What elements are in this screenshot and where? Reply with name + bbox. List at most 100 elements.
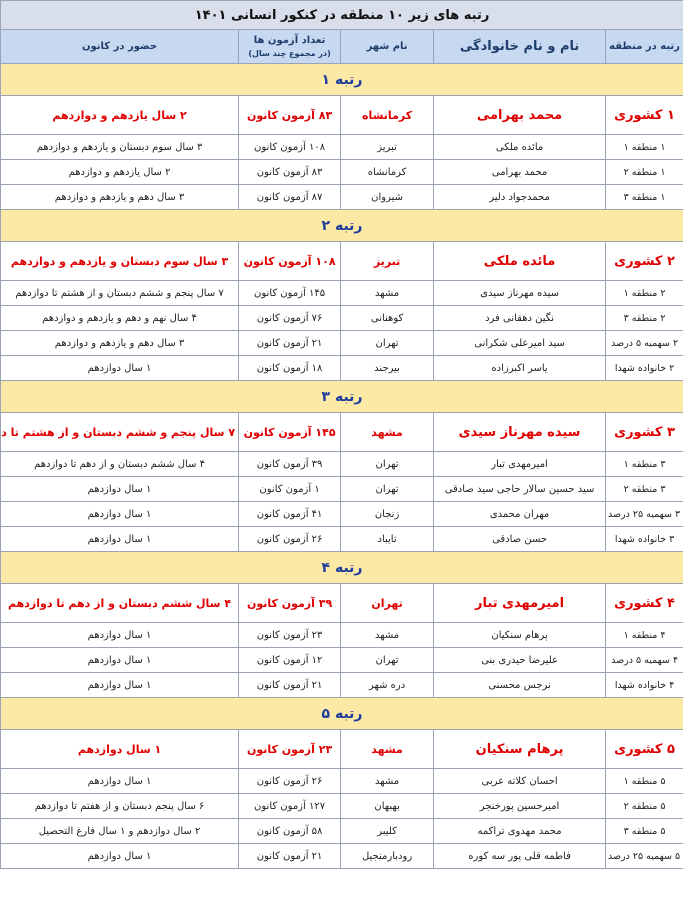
national-row: ۵ کشوری پرهام سنکیان مشهد ۲۳ آزمون کانون ۱ س… <box>0 729 683 769</box>
rank-cell: ۳ خانواده شهدا <box>605 526 683 552</box>
row: ۳ خانواده شهدا حسن صادقی تایباد ۲۶ آزمون کا… <box>0 526 683 552</box>
name-cell: سیده مهرناز سیدی <box>433 412 607 452</box>
title: رتبه های زیر ۱۰ منطقه در کنکور انسانی ۱۴… <box>0 0 683 30</box>
section-row: رتبه ۲ <box>0 209 683 242</box>
city-cell: تهران <box>340 476 435 502</box>
exams-cell: ۱۴۵ آزمون کانون <box>238 412 342 452</box>
section-label: رتبه ۵ <box>0 697 683 730</box>
rank-cell: ۴ سهمیه ۵ درصد <box>605 647 683 673</box>
exams-cell: ۲۱ آزمون کانون <box>238 672 342 698</box>
national-row: ۳ کشوری سیده مهرناز سیدی مشهد ۱۴۵ آزمون کان… <box>0 412 683 452</box>
attendance-cell: ۱ سال دوازدهم <box>0 622 240 648</box>
rank-table: رتبه های زیر ۱۰ منطقه در کنکور انسانی ۱۴… <box>0 0 683 869</box>
row: ۵ منطقه ۲ امیرحسین پورخنجر بهبهان ۱۲۷ آزمون… <box>0 793 683 819</box>
exams-cell: ۱ آزمون کانون <box>238 476 342 502</box>
section-label: رتبه ۱ <box>0 63 683 96</box>
name-cell: پرهام سنکیان <box>433 729 607 769</box>
attendance-cell: ۳ سال سوم دبستان و یازدهم و دوازدهم <box>0 241 240 281</box>
name-cell: مائده ملکی <box>433 241 607 281</box>
attendance-cell: ۷ سال پنجم و ششم دبستان و از هشتم تا دوا… <box>0 412 240 452</box>
rank-cell: ۳ منطقه ۲ <box>605 476 683 502</box>
row: ۵ منطقه ۳ محمد مهدوی تراکمه کلیبر ۵۸ آزمون … <box>0 818 683 844</box>
section-row: رتبه ۴ <box>0 551 683 584</box>
name-cell: نگین دهقانی فرد <box>433 305 607 331</box>
city-cell: دره شهر <box>340 672 435 698</box>
rank-cell: ۱ منطقه ۲ <box>605 159 683 185</box>
exams-cell: ۸۳ آزمون کانون <box>238 95 342 135</box>
city-cell: زنجان <box>340 501 435 527</box>
attendance-cell: ۱ سال دوازدهم <box>0 526 240 552</box>
city-cell: تهران <box>340 583 435 623</box>
city-cell: کوهنانی <box>340 305 435 331</box>
attendance-cell: ۱ سال دوازدهم <box>0 672 240 698</box>
city-cell: مشهد <box>340 412 435 452</box>
row: ۳ منطقه ۱ امیرمهدی تبار تهران ۳۹ آزمون کانو… <box>0 451 683 477</box>
exams-cell: ۲۳ آزمون کانون <box>238 622 342 648</box>
row: ۵ منطقه ۱ احسان کلاته عربی مشهد ۲۶ آزمون کا… <box>0 768 683 794</box>
city-cell: رودبارمنجیل <box>340 843 435 869</box>
name-cell: فاطمه قلی پور سه کوره <box>433 843 607 869</box>
attendance-cell: ۱ سال دوازدهم <box>0 355 240 381</box>
exams-cell: ۱۸ آزمون کانون <box>238 355 342 381</box>
attendance-cell: ۷ سال پنجم و ششم دبستان و از هشتم تا دوا… <box>0 280 240 306</box>
city-cell: کرمانشاه <box>340 159 435 185</box>
rank-cell: ۳ کشوری <box>605 412 683 452</box>
name-cell: محمد بهرامی <box>433 95 607 135</box>
header-exams-text: تعداد آزمون ها <box>253 35 326 46</box>
rank-cell: ۵ منطقه ۱ <box>605 768 683 794</box>
name-cell: محمدجواد دلیر <box>433 184 607 210</box>
exams-cell: ۸۳ آزمون کانون <box>238 159 342 185</box>
exams-cell: ۸۷ آزمون کانون <box>238 184 342 210</box>
row: ۳ سهمیه ۲۵ درصد مهران محمدی زنجان ۴۱ آزمون … <box>0 501 683 527</box>
city-cell: تهران <box>340 647 435 673</box>
attendance-cell: ۲ سال دوازدهم و ۱ سال فارغ التحصیل <box>0 818 240 844</box>
attendance-cell: ۱ سال دوازدهم <box>0 647 240 673</box>
rank-cell: ۵ منطقه ۲ <box>605 793 683 819</box>
name-cell: حسن صادقی <box>433 526 607 552</box>
name-cell: سیده مهرناز سیدی <box>433 280 607 306</box>
national-row: ۱ کشوری محمد بهرامی کرمانشاه ۸۳ آزمون کانون… <box>0 95 683 135</box>
attendance-cell: ۱ سال دوازدهم <box>0 843 240 869</box>
national-row: ۴ کشوری امیرمهدی تبار تهران ۳۹ آزمون کانون ۴… <box>0 583 683 623</box>
row: ۱ منطقه ۳ محمدجواد دلیر شیروان ۸۷ آزمون کان… <box>0 184 683 210</box>
exams-cell: ۱۲ آزمون کانون <box>238 647 342 673</box>
attendance-cell: ۱ سال دوازدهم <box>0 476 240 502</box>
rank-cell: ۴ کشوری <box>605 583 683 623</box>
exams-cell: ۳۹ آزمون کانون <box>238 451 342 477</box>
rank-cell: ۱ منطقه ۳ <box>605 184 683 210</box>
rank-cell: ۲ منطقه ۱ <box>605 280 683 306</box>
row: ۴ سهمیه ۵ درصد علیرضا حیدری بنی تهران ۱۲ آز… <box>0 647 683 673</box>
rank-cell: ۴ خانواده شهدا <box>605 672 683 698</box>
exams-cell: ۴۱ آزمون کانون <box>238 501 342 527</box>
exams-cell: ۱۰۸ آزمون کانون <box>238 134 342 160</box>
header-city: نام شهر <box>340 29 435 64</box>
attendance-cell: ۳ سال سوم دبستان و یازدهم و دوازدهم <box>0 134 240 160</box>
exams-cell: ۲۶ آزمون کانون <box>238 526 342 552</box>
exams-cell: ۲۱ آزمون کانون <box>238 843 342 869</box>
exams-cell: ۲۳ آزمون کانون <box>238 729 342 769</box>
header-exams: تعداد آزمون ها (در مجموع چند سال) <box>238 29 342 64</box>
section-label: رتبه ۲ <box>0 209 683 242</box>
section-row: رتبه ۵ <box>0 697 683 730</box>
exams-cell: ۱۰۸ آزمون کانون <box>238 241 342 281</box>
name-cell: امیرحسین پورخنجر <box>433 793 607 819</box>
attendance-cell: ۶ سال پنجم دبستان و از هفتم تا دوازدهم <box>0 793 240 819</box>
city-cell: تهران <box>340 451 435 477</box>
attendance-cell: ۱ سال دوازدهم <box>0 768 240 794</box>
city-cell: کلیبر <box>340 818 435 844</box>
city-cell: شیروان <box>340 184 435 210</box>
city-cell: تهران <box>340 330 435 356</box>
name-cell: سید امیرعلی شکرانی <box>433 330 607 356</box>
attendance-cell: ۱ سال دوازدهم <box>0 729 240 769</box>
rank-cell: ۵ منطقه ۳ <box>605 818 683 844</box>
attendance-cell: ۳ سال دهم و یازدهم و دوازدهم <box>0 184 240 210</box>
exams-cell: ۱۲۷ آزمون کانون <box>238 793 342 819</box>
name-cell: پرهام سنکیان <box>433 622 607 648</box>
city-cell: مشهد <box>340 280 435 306</box>
row: ۵ سهمیه ۲۵ درصد فاطمه قلی پور سه کوره رودب… <box>0 843 683 869</box>
attendance-cell: ۴ سال ششم دبستان و از دهم تا دوازدهم <box>0 451 240 477</box>
row: ۴ منطقه ۱ پرهام سنکیان مشهد ۲۳ آزمون کانون ۱… <box>0 622 683 648</box>
attendance-cell: ۴ سال ششم دبستان و از دهم تا دوازدهم <box>0 583 240 623</box>
name-cell: مائده ملکی <box>433 134 607 160</box>
attendance-cell: ۱ سال دوازدهم <box>0 501 240 527</box>
